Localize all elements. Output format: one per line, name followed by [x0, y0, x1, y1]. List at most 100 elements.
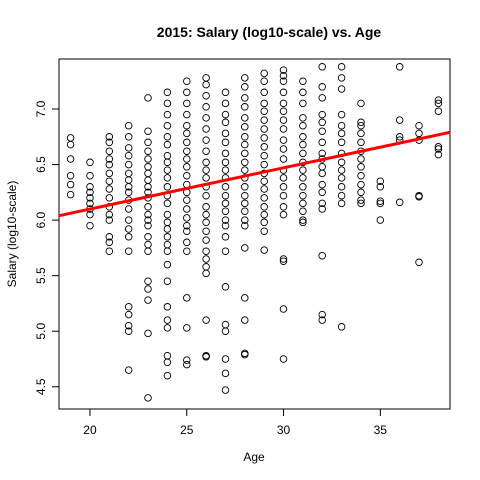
y-tick-label: 5.5 — [34, 267, 48, 284]
data-point — [66, 140, 75, 149]
data-point — [434, 150, 443, 159]
data-point — [163, 199, 172, 208]
data-point — [183, 99, 191, 108]
data-point — [241, 83, 249, 91]
data-point — [202, 136, 210, 144]
data-point — [183, 147, 191, 155]
data-point — [202, 210, 210, 219]
data-point — [337, 323, 346, 331]
data-point — [183, 196, 191, 204]
data-point — [221, 110, 230, 119]
data-point — [105, 133, 114, 141]
data-point — [202, 353, 210, 361]
data-point — [124, 247, 133, 255]
data-point — [337, 199, 346, 208]
data-point — [221, 369, 230, 378]
data-point — [299, 77, 307, 85]
data-point — [415, 193, 423, 201]
data-point — [337, 174, 346, 182]
data-point — [163, 324, 172, 332]
data-point — [86, 194, 94, 202]
data-point — [260, 125, 268, 133]
data-point — [318, 110, 326, 119]
x-tick-label: 20 — [83, 423, 97, 437]
data-point — [241, 350, 249, 359]
data-point — [144, 216, 152, 224]
data-point — [318, 199, 326, 208]
data-point — [202, 255, 210, 263]
data-point — [163, 133, 172, 141]
data-point — [260, 69, 268, 78]
data-point — [221, 166, 230, 174]
data-point — [299, 133, 307, 141]
data-point — [279, 116, 288, 124]
data-point — [221, 88, 230, 97]
data-point — [279, 71, 288, 80]
data-point — [279, 155, 288, 163]
data-point — [163, 158, 172, 167]
data-point — [376, 216, 385, 224]
data-point — [202, 269, 210, 278]
data-point — [144, 329, 152, 338]
data-point — [202, 166, 210, 174]
data-point — [357, 118, 365, 127]
data-point — [318, 94, 326, 102]
data-point — [163, 351, 172, 360]
data-point — [124, 321, 133, 330]
data-point — [183, 356, 191, 364]
data-point — [202, 227, 210, 235]
y-tick-label: 4.5 — [34, 378, 48, 395]
data-point — [318, 310, 326, 319]
data-point — [144, 169, 152, 178]
data-point — [299, 207, 307, 215]
data-point — [221, 129, 230, 138]
data-point — [299, 166, 307, 174]
data-point — [337, 158, 346, 167]
data-point — [318, 83, 326, 91]
data-point — [395, 198, 404, 207]
plot-frame — [58, 58, 451, 410]
data-point — [434, 96, 443, 104]
x-tick-label: 25 — [180, 423, 194, 437]
data-point — [202, 174, 210, 182]
data-point — [144, 285, 152, 293]
data-point — [144, 147, 152, 155]
data-point — [241, 221, 249, 230]
data-point — [337, 121, 346, 130]
data-point — [279, 125, 288, 133]
data-point — [299, 149, 307, 158]
data-point — [163, 247, 172, 255]
data-point — [183, 138, 191, 147]
data-point — [337, 85, 346, 93]
y-axis-label: Salary (log10-scale) — [5, 181, 19, 288]
data-point — [299, 88, 307, 97]
data-point — [221, 149, 230, 158]
data-point — [144, 94, 152, 102]
data-point — [357, 155, 365, 163]
data-point — [183, 121, 191, 130]
data-point — [163, 358, 172, 367]
data-point — [221, 199, 230, 208]
data-point — [105, 238, 114, 247]
data-point — [183, 324, 191, 332]
data-point — [163, 371, 172, 380]
data-point — [202, 147, 210, 155]
data-point — [183, 155, 191, 163]
data-point — [279, 203, 288, 211]
data-point — [105, 138, 114, 147]
data-point — [202, 125, 210, 133]
x-axis-label: Age — [243, 450, 265, 464]
data-point — [144, 394, 152, 402]
data-point — [299, 99, 307, 108]
data-point — [163, 121, 172, 130]
data-point — [279, 183, 288, 191]
data-point — [163, 99, 172, 108]
data-point — [202, 263, 210, 271]
data-point — [163, 260, 172, 269]
data-point — [318, 251, 326, 260]
data-point — [299, 218, 307, 227]
data-point — [434, 143, 443, 151]
data-point — [221, 247, 230, 255]
data-point — [105, 169, 114, 178]
data-point — [318, 163, 326, 171]
